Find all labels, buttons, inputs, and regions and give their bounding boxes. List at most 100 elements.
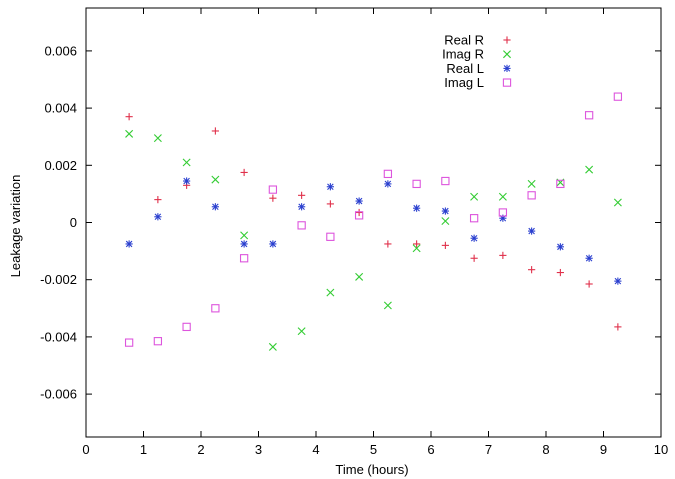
series-real-l (125, 177, 622, 285)
data-point (613, 198, 622, 207)
data-point (383, 169, 393, 179)
data-point (298, 203, 306, 211)
data-point (470, 254, 478, 262)
data-point (354, 211, 364, 220)
data-point (268, 185, 278, 194)
data-point (240, 240, 248, 248)
data-point (469, 214, 479, 223)
x-axis-label: Time (hours) (335, 462, 408, 477)
data-point (153, 337, 163, 346)
data-point (527, 179, 536, 188)
y-tick-label: 0.006 (44, 43, 77, 58)
data-point (614, 323, 622, 331)
data-point (614, 277, 622, 285)
data-point (211, 175, 220, 184)
plot-frame (85, 7, 662, 438)
data-point (556, 243, 564, 251)
series-imag-r (125, 129, 622, 351)
data-point (585, 165, 594, 174)
data-point (182, 322, 191, 332)
data-point (441, 241, 449, 249)
x-tick-label: 9 (600, 442, 607, 457)
y-tick-label: -0.002 (40, 272, 77, 287)
x-tick-label: 5 (370, 442, 377, 457)
series-imag-l (124, 92, 623, 347)
data-point (326, 232, 335, 241)
y-tick-label: -0.006 (40, 387, 77, 402)
x-tick-label: 7 (485, 442, 492, 457)
data-point (498, 208, 508, 217)
x-tick-label: 1 (140, 442, 147, 457)
x-tick-label: 8 (542, 442, 549, 457)
data-point (528, 266, 536, 274)
data-point (613, 92, 623, 101)
data-point (528, 227, 536, 235)
data-point (183, 177, 191, 185)
legend-marker (503, 36, 511, 44)
x-tick-label: 0 (82, 442, 89, 457)
data-point (470, 234, 478, 242)
data-point (499, 251, 507, 259)
data-point (326, 183, 334, 191)
data-point (154, 196, 162, 204)
legend-label: Imag L (444, 75, 484, 90)
data-point (585, 254, 593, 262)
x-tick-label: 2 (197, 442, 204, 457)
data-point (269, 240, 277, 248)
legend-marker (503, 50, 511, 59)
x-tick-label: 4 (312, 442, 319, 457)
data-point (326, 200, 334, 208)
data-point (125, 129, 134, 138)
legend-label: Real R (444, 33, 484, 48)
x-tick-label: 6 (427, 442, 434, 457)
data-point (297, 221, 306, 230)
data-point (268, 342, 277, 351)
legend-marker (502, 78, 512, 87)
data-point (383, 301, 392, 310)
data-point (211, 127, 219, 135)
data-point (498, 192, 507, 201)
data-point (384, 240, 392, 248)
data-point (413, 204, 421, 212)
data-points (124, 92, 623, 351)
data-point (298, 191, 306, 199)
data-point (556, 179, 565, 189)
data-point (326, 288, 335, 297)
data-point (355, 197, 363, 205)
data-point (124, 338, 134, 347)
data-point (584, 111, 594, 120)
data-point (384, 180, 392, 188)
y-axis-label: Leakage variation (8, 175, 23, 278)
data-point (441, 217, 450, 226)
data-point (297, 327, 306, 336)
y-tick-label: 0.004 (44, 101, 77, 116)
data-point (585, 280, 593, 288)
data-point (412, 244, 421, 253)
y-tick-label: 0 (70, 215, 77, 230)
data-point (240, 231, 249, 240)
data-point (153, 134, 162, 143)
legend-label: Real L (446, 61, 484, 76)
x-tick-label: 3 (255, 442, 262, 457)
axes: 0 1 2 3 4 5 6 7 8 9 10 -0.006 -0.004 -0.002 0 0.002 0.00… (40, 7, 668, 457)
series-real-r (125, 113, 622, 331)
y-tick-label: 0.002 (44, 158, 77, 173)
data-point (470, 192, 479, 201)
data-point (556, 268, 564, 277)
data-point (182, 158, 191, 167)
data-point (527, 191, 536, 200)
data-point (125, 113, 133, 121)
data-point (413, 240, 421, 248)
data-point (355, 208, 363, 217)
data-point (239, 254, 249, 263)
data-point (441, 207, 449, 215)
data-point (240, 168, 248, 177)
data-point (412, 179, 421, 189)
x-tick-label: 10 (654, 442, 668, 457)
legend-marker (503, 64, 511, 72)
data-point (355, 272, 364, 281)
data-point (211, 304, 220, 313)
data-point (269, 194, 277, 202)
